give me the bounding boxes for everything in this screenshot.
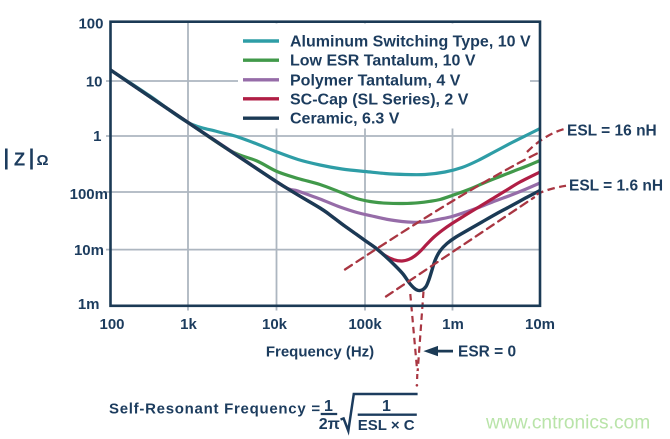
svg-text:10k: 10k	[262, 316, 288, 333]
svg-text:1: 1	[93, 128, 101, 145]
svg-text:Aluminum Switching Type, 10 V: Aluminum Switching Type, 10 V	[290, 34, 531, 51]
svg-text:1k: 1k	[180, 316, 197, 333]
svg-text:10: 10	[86, 73, 103, 90]
svg-text:1: 1	[324, 398, 333, 415]
svg-text:10m: 10m	[74, 242, 104, 259]
svg-text:1m: 1m	[442, 316, 464, 333]
svg-text:Low ESR Tantalum, 10 V: Low ESR Tantalum, 10 V	[290, 53, 476, 70]
svg-text:ESL × C: ESL × C	[358, 417, 415, 434]
svg-text:1: 1	[382, 398, 391, 415]
svg-text:ESL = 1.6 nH: ESL = 1.6 nH	[569, 178, 663, 195]
svg-text:Ω: Ω	[36, 152, 48, 169]
svg-text:Z: Z	[14, 148, 25, 169]
svg-text:Frequency (Hz): Frequency (Hz)	[266, 344, 374, 361]
svg-text:100m: 100m	[70, 186, 108, 203]
svg-text:100: 100	[78, 15, 103, 32]
svg-text:ESR = 0: ESR = 0	[458, 344, 516, 361]
svg-text:10m: 10m	[525, 316, 555, 333]
svg-text:SC-Cap (SL Series), 2 V: SC-Cap (SL Series), 2 V	[290, 91, 469, 108]
svg-text:2π: 2π	[319, 416, 340, 433]
svg-text:Polymer Tantalum, 4 V: Polymer Tantalum, 4 V	[290, 72, 461, 89]
svg-text:ESL = 16 nH: ESL = 16 nH	[567, 122, 657, 139]
svg-text:100: 100	[99, 316, 124, 333]
svg-text:1m: 1m	[78, 296, 100, 313]
svg-text:Self-Resonant Frequency =: Self-Resonant Frequency =	[109, 401, 321, 418]
svg-text:Ceramic, 6.3 V: Ceramic, 6.3 V	[290, 111, 400, 128]
svg-text:100k: 100k	[348, 316, 382, 333]
svg-text:www.cntronics.com: www.cntronics.com	[485, 413, 650, 434]
